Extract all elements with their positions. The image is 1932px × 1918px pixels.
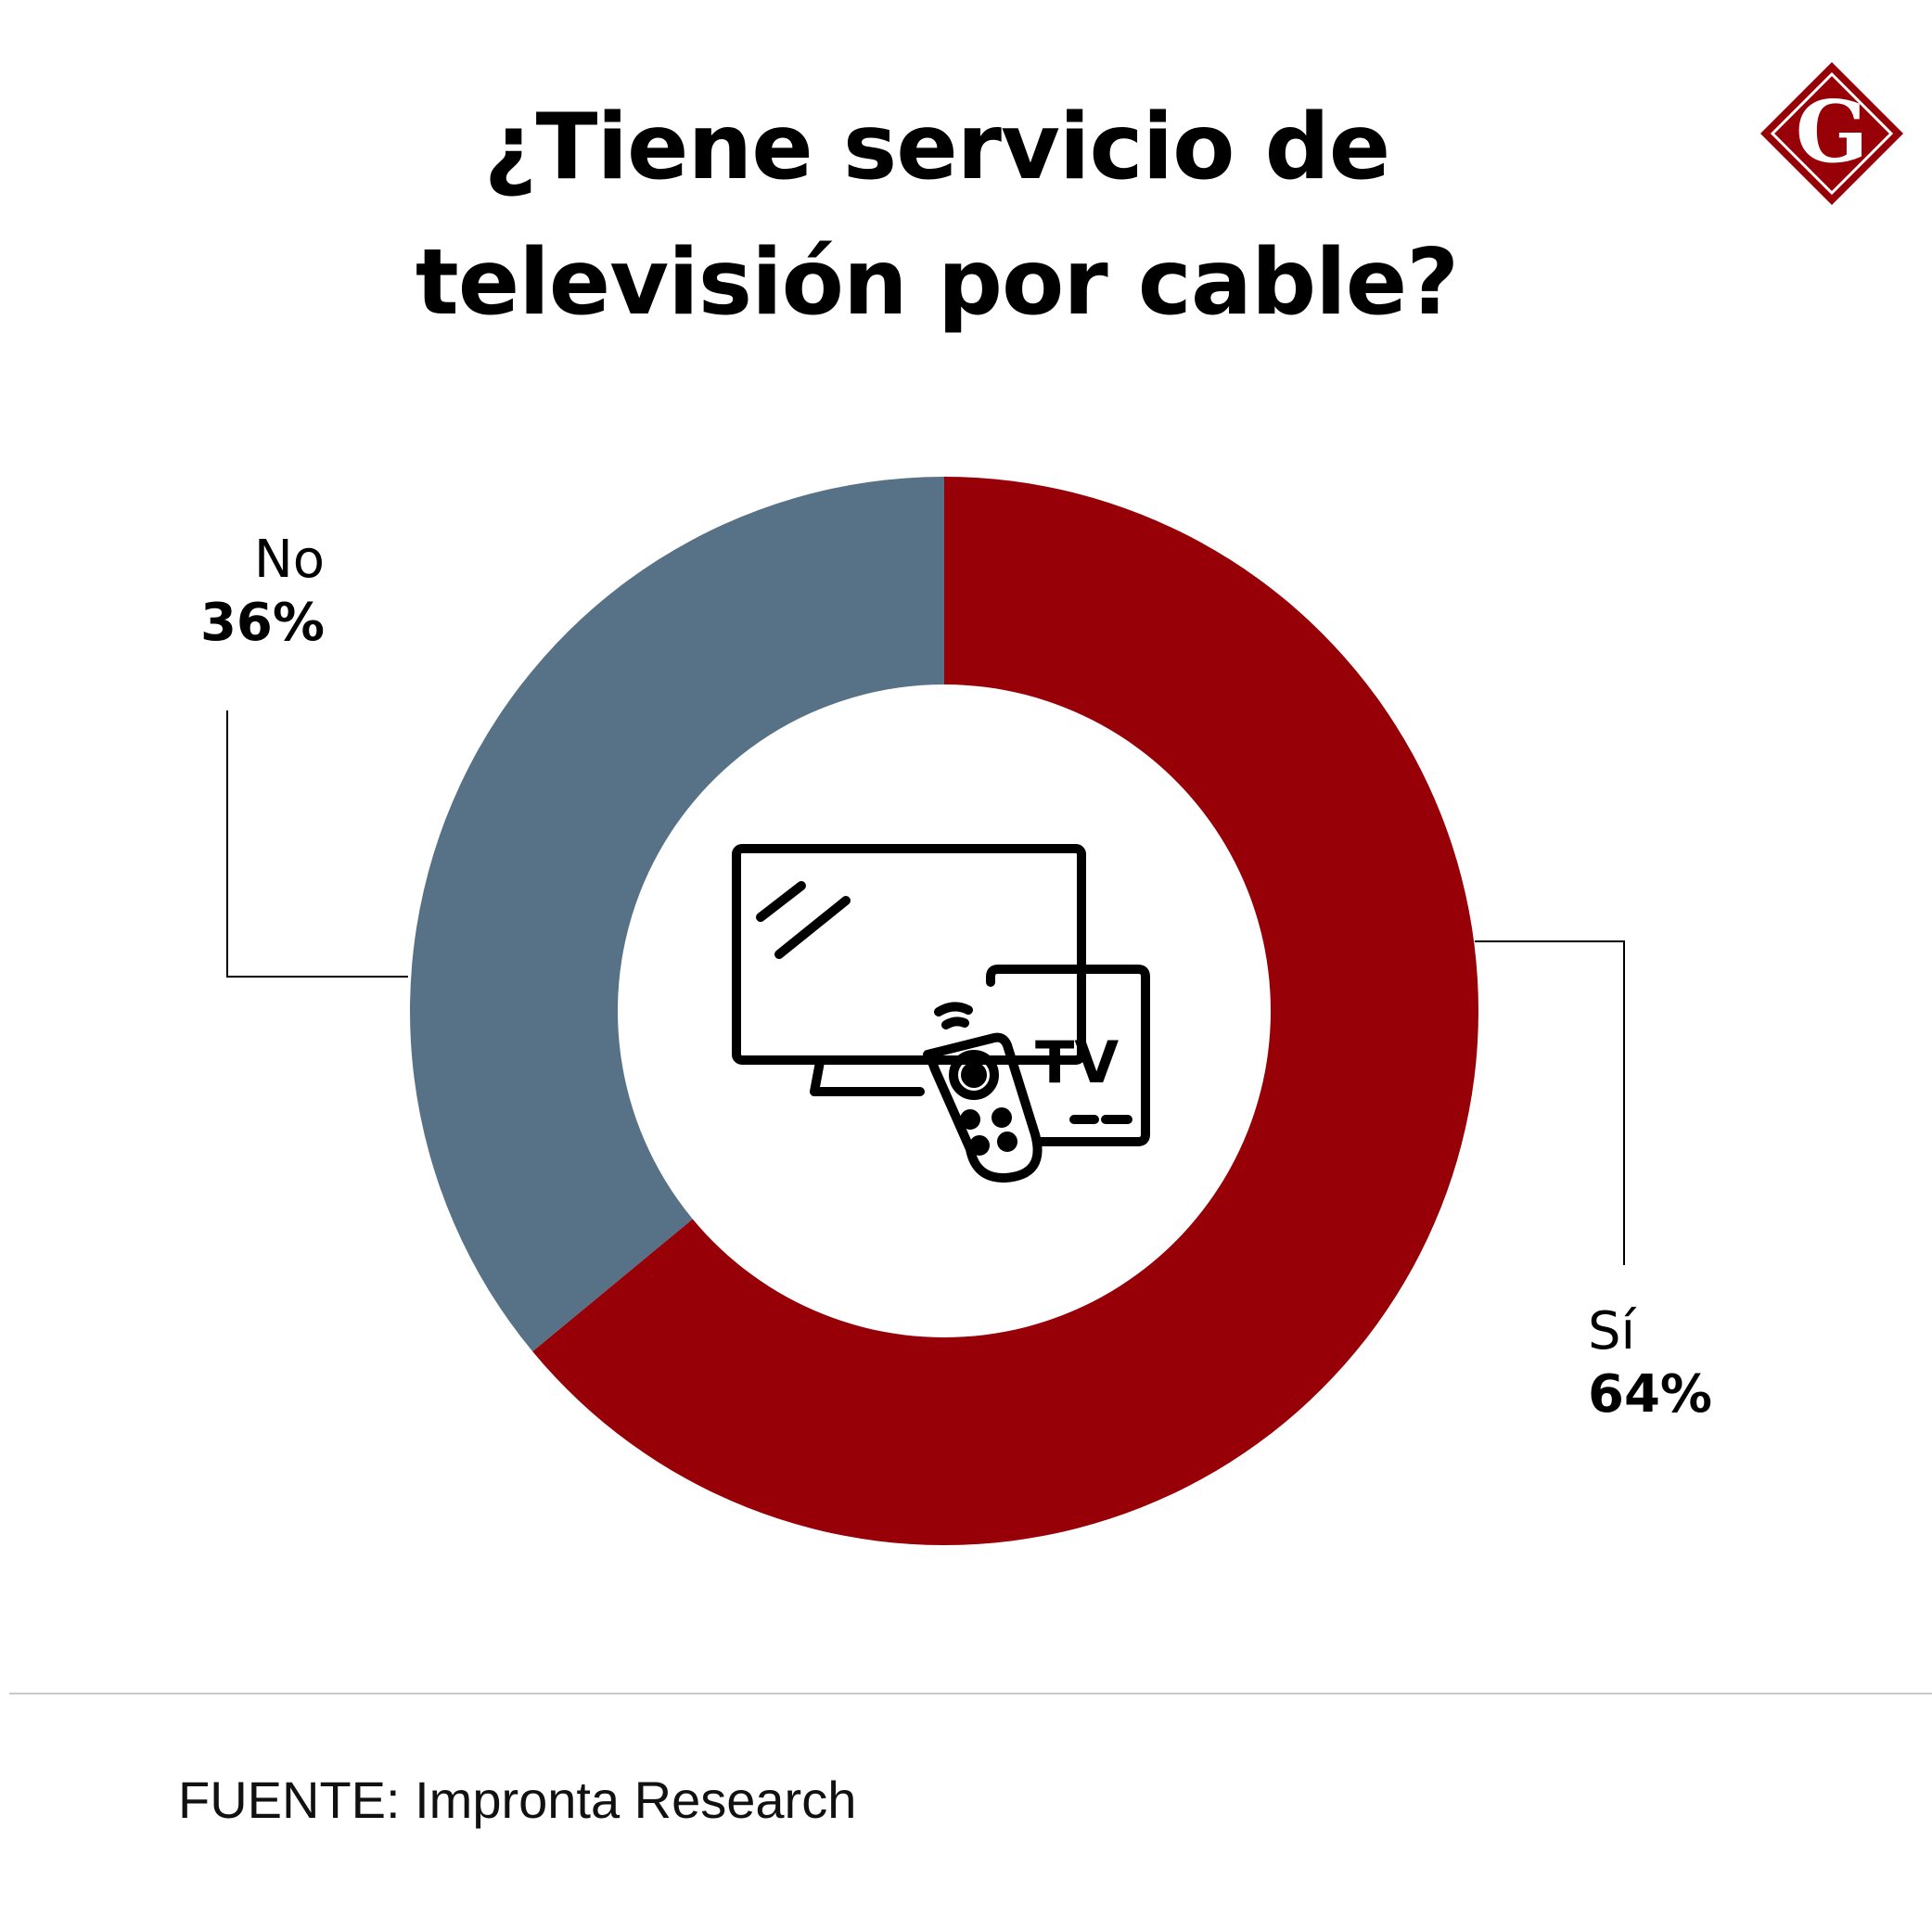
tv-icon-label: TV (1035, 1029, 1119, 1096)
title-line-1: ¿Tiene servicio de (483, 95, 1390, 200)
slice-name-no: No (253, 530, 325, 590)
chart-title: ¿Tiene servicio de televisión por cable? (278, 80, 1595, 351)
divider-line (9, 1693, 1932, 1694)
slice-value-si: 64% (1588, 1364, 1713, 1425)
title-line-2: televisión por cable? (415, 230, 1459, 336)
slice-label-no: No 36% (186, 529, 325, 655)
g-diamond-logo-icon: G (1760, 62, 1903, 205)
leader-line-si (1475, 940, 1625, 1265)
slice-label-si: Sí 64% (1588, 1300, 1712, 1426)
slice-value-no: 36% (199, 593, 325, 653)
leader-line-no (226, 710, 408, 978)
slice-no (409, 477, 944, 1352)
slice-name-si: Sí (1588, 1301, 1636, 1362)
tv-remote-icon: TV (732, 844, 1150, 1183)
slice-si (532, 477, 1479, 1545)
source-note: FUENTE: Impronta Research (178, 1771, 857, 1829)
logo-letter: G (1796, 82, 1869, 182)
